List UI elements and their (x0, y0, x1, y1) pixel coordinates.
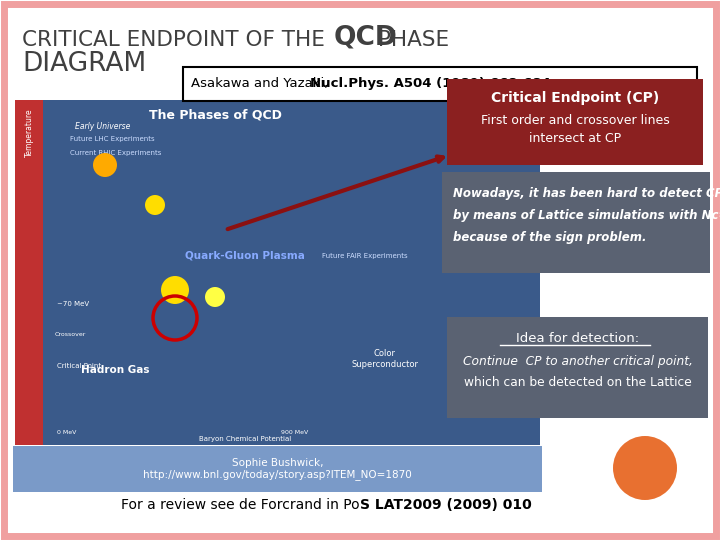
FancyBboxPatch shape (447, 317, 708, 418)
Text: ~70 MeV: ~70 MeV (57, 301, 89, 307)
Text: Continue  CP to another critical point,: Continue CP to another critical point, (462, 355, 693, 368)
Text: For a review see de Forcrand in Po: For a review see de Forcrand in Po (122, 498, 360, 512)
FancyBboxPatch shape (4, 4, 716, 536)
FancyBboxPatch shape (15, 100, 43, 445)
Text: DIAGRAM: DIAGRAM (22, 51, 146, 77)
Circle shape (93, 153, 117, 177)
Circle shape (205, 287, 225, 307)
Text: PHASE: PHASE (371, 30, 449, 50)
Text: by means of Lattice simulations with Nc=3,: by means of Lattice simulations with Nc=… (453, 208, 720, 221)
Text: intersect at CP: intersect at CP (529, 132, 621, 145)
Text: Temperature: Temperature (24, 108, 34, 157)
Text: Quark-Gluon Plasma: Quark-Gluon Plasma (185, 251, 305, 261)
Text: Critical Endpoint (CP): Critical Endpoint (CP) (491, 91, 659, 105)
Text: First order and crossover lines: First order and crossover lines (481, 113, 670, 126)
Circle shape (161, 276, 189, 304)
Text: The Phases of QCD: The Phases of QCD (148, 108, 282, 121)
Text: Nucl.Phys. A504 (1989) 668-684: Nucl.Phys. A504 (1989) 668-684 (310, 78, 551, 91)
Text: because of the sign problem.: because of the sign problem. (453, 231, 647, 244)
Text: Baryon Chemical Potential: Baryon Chemical Potential (199, 436, 291, 442)
Text: QCD: QCD (334, 24, 397, 50)
Text: CRITICAL ENDPOINT OF THE: CRITICAL ENDPOINT OF THE (22, 30, 325, 50)
Text: Current RHIC Experiments: Current RHIC Experiments (70, 150, 161, 156)
Text: Color
Superconductor: Color Superconductor (351, 349, 418, 369)
Text: Critical Point: Critical Point (57, 363, 101, 369)
Text: Early Universe: Early Universe (75, 122, 130, 131)
Text: which can be detected on the Lattice: which can be detected on the Lattice (464, 376, 691, 389)
Text: Hadron Gas: Hadron Gas (81, 365, 149, 375)
Text: 0 MeV: 0 MeV (57, 430, 76, 435)
FancyBboxPatch shape (442, 172, 710, 273)
FancyBboxPatch shape (13, 446, 542, 492)
Text: Future FAIR Experiments: Future FAIR Experiments (322, 253, 408, 259)
FancyBboxPatch shape (183, 67, 697, 101)
Text: Crossover: Crossover (55, 333, 86, 338)
Text: Nowadays, it has been hard to detect CP: Nowadays, it has been hard to detect CP (453, 186, 720, 199)
Text: S LAT2009 (2009) 010: S LAT2009 (2009) 010 (360, 498, 532, 512)
Text: Idea for detection:: Idea for detection: (516, 332, 639, 345)
Text: Asakawa and Yazaki,: Asakawa and Yazaki, (191, 78, 333, 91)
Text: 900 MeV: 900 MeV (282, 430, 309, 435)
FancyBboxPatch shape (447, 79, 703, 165)
FancyBboxPatch shape (15, 100, 540, 445)
Text: Sophie Bushwick,
http://www.bnl.gov/today/story.asp?ITEM_NO=1870: Sophie Bushwick, http://www.bnl.gov/toda… (143, 458, 412, 480)
Circle shape (613, 436, 677, 500)
Circle shape (145, 195, 165, 215)
Text: Future LHC Experiments: Future LHC Experiments (70, 136, 155, 142)
